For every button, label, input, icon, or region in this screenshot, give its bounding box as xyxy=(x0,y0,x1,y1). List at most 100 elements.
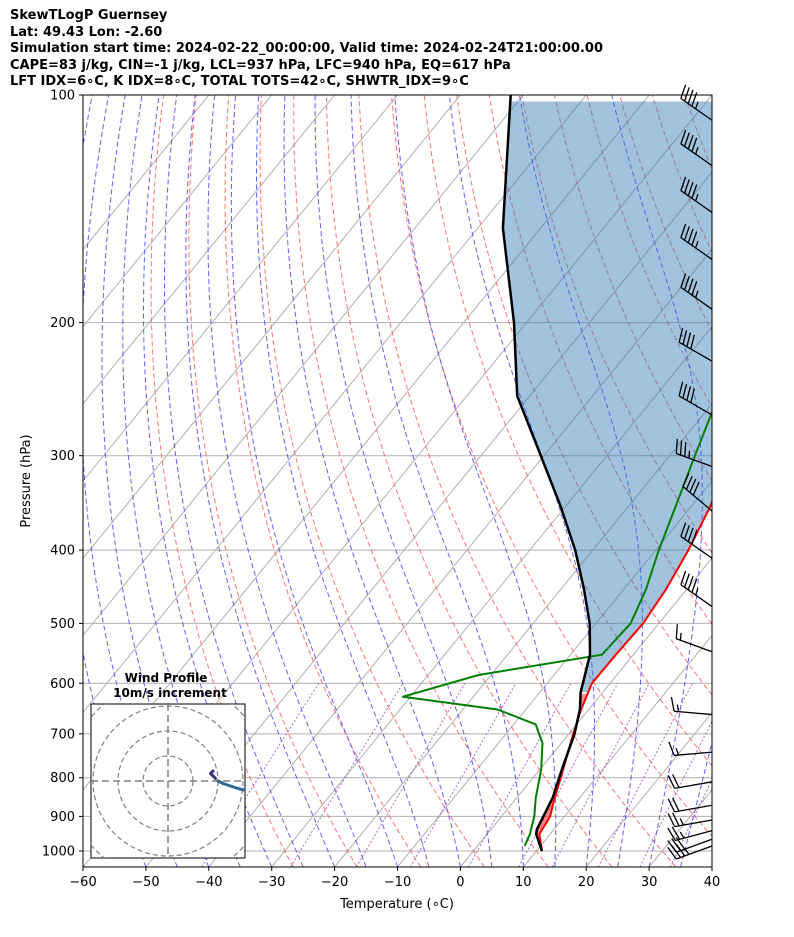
wind-barb-flag xyxy=(680,176,687,191)
station-title: SkewTLogP Guernsey xyxy=(10,8,168,23)
dry-adiabat-line xyxy=(521,95,712,554)
wind-barb-flag xyxy=(670,696,675,712)
dry-adiabat-line xyxy=(750,95,794,867)
wind-barb xyxy=(680,176,713,213)
isotherm-line xyxy=(83,95,524,637)
wind-barb-staff xyxy=(680,190,713,213)
wind-barb xyxy=(678,327,713,362)
dry-adiabat-line xyxy=(423,95,712,767)
wind-barb xyxy=(668,741,713,757)
wind-barb xyxy=(667,774,713,790)
wind-barb xyxy=(675,438,713,468)
wind-barb xyxy=(680,84,713,121)
wind-barb-flag xyxy=(683,87,690,102)
x-tick-label: −60 xyxy=(69,875,96,890)
hodograph-title: Wind Profile xyxy=(125,671,208,685)
isotherm-line xyxy=(397,480,712,867)
isotherm-line xyxy=(711,866,712,867)
y-tick-label: 200 xyxy=(50,316,75,331)
wind-barb-half-flag xyxy=(695,101,699,110)
wind-barb-flag xyxy=(685,475,693,490)
stability-indices: LFT IDX=6∘C, K IDX=8∘C, TOTAL TOTS=42∘C,… xyxy=(10,74,469,89)
x-tick-label: −40 xyxy=(195,875,222,890)
isotherm-line xyxy=(83,95,398,482)
hodograph-trace xyxy=(209,769,217,780)
y-tick-label: 700 xyxy=(50,727,75,742)
x-tick-label: 30 xyxy=(641,875,658,890)
dry-adiabat-line xyxy=(456,95,712,696)
wind-barb-flag xyxy=(682,330,688,345)
wind-barb-staff xyxy=(674,710,713,716)
wind-barb-staff xyxy=(676,838,713,853)
x-tick-label: 40 xyxy=(704,875,721,890)
mixing-ratio-line xyxy=(518,683,619,867)
wind-barb-flag xyxy=(667,846,677,860)
wind-barb xyxy=(667,797,713,813)
wind-barb-flag xyxy=(672,774,680,788)
wind-barb-half-flag xyxy=(679,818,685,826)
wind-barb-flag xyxy=(667,827,676,841)
wind-barb-staff xyxy=(678,395,713,416)
chart-header: SkewTLogP Guernsey Lat: 49.43 Lon: -2.60… xyxy=(10,8,603,91)
wind-barb-staff xyxy=(674,751,713,757)
y-tick-label: 800 xyxy=(50,771,75,786)
hodograph-inset: Wind Profile 10m/s increment xyxy=(90,671,246,859)
wind-barb-flag xyxy=(680,84,687,99)
wind-barb-flag xyxy=(683,573,690,588)
wind-barb-flag xyxy=(671,838,682,852)
mixing-ratio-line xyxy=(597,683,693,867)
wind-barb-flag xyxy=(683,525,690,540)
wind-barb-flag xyxy=(689,478,697,493)
wind-barb-half-flag xyxy=(679,831,685,839)
moist-adiabat-line xyxy=(256,95,430,867)
isotherm-line xyxy=(271,325,712,867)
wind-barb-half-flag xyxy=(688,450,691,459)
dry-adiabat-line xyxy=(717,95,794,867)
y-tick-label: 100 xyxy=(50,89,75,104)
wind-barb-flag xyxy=(675,438,678,454)
dry-adiabat-line xyxy=(325,95,613,867)
mixing-ratio-line xyxy=(639,719,712,867)
moist-adiabat-line xyxy=(711,865,712,867)
isotherm-line xyxy=(83,95,273,328)
isotherm-line xyxy=(522,634,712,867)
moist-adiabat-line xyxy=(143,95,273,867)
moist-adiabat-line xyxy=(744,95,794,867)
cin-shading xyxy=(503,101,712,693)
wind-barb-flag xyxy=(675,624,678,639)
wind-barb-flag xyxy=(684,441,687,457)
wind-barb-staff xyxy=(674,804,713,813)
isotherm-line xyxy=(83,95,587,714)
y-tick-label: 500 xyxy=(50,617,75,632)
wind-barb-staff xyxy=(680,97,713,121)
wind-barb-staff xyxy=(680,286,713,310)
isotherm-line xyxy=(83,95,335,405)
dry-adiabat-line xyxy=(224,95,422,867)
wind-barb-flag xyxy=(691,578,698,593)
wind-barb-flag xyxy=(682,383,688,399)
x-tick-label: 0 xyxy=(456,875,464,890)
wind-barb-flag xyxy=(683,179,690,194)
wind-barb-flag xyxy=(682,472,690,487)
wind-barb-flag xyxy=(687,89,694,104)
wind-barb-flag xyxy=(692,481,700,496)
wind-barb-flag xyxy=(667,813,676,827)
moist-adiabat-line xyxy=(185,95,336,867)
wind-barb xyxy=(678,381,713,416)
wind-barb-flag xyxy=(679,440,683,456)
wind-barb-flag xyxy=(680,570,687,585)
wind-barb-staff xyxy=(680,237,713,260)
wind-barb-flag xyxy=(691,184,698,199)
wind-barb-flag xyxy=(690,334,695,350)
y-tick-label: 600 xyxy=(50,677,75,692)
wind-barb-staff xyxy=(678,341,713,362)
wind-barb-flag xyxy=(683,275,690,291)
wind-barb-flag xyxy=(686,332,692,347)
wind-barb-flag xyxy=(680,129,687,145)
moist-adiabat-line xyxy=(164,95,304,867)
wind-barb-flag xyxy=(691,530,698,545)
x-axis-ticks: −60 −50 −40 −30 −20 −10 0 10 20 30 40 xyxy=(69,867,720,890)
wind-barb-flag xyxy=(687,527,694,542)
wind-barb-flag xyxy=(668,741,675,756)
